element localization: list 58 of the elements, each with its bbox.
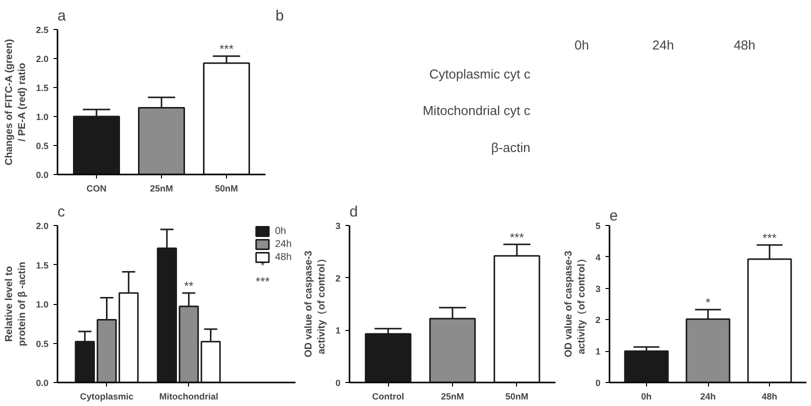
- y-tick-label: 1: [335, 326, 341, 336]
- legend-label: 48h: [275, 252, 293, 262]
- legend-label: 0h: [275, 226, 288, 236]
- y-axis-title: OD value of caspase-3 activity（of control）: [563, 250, 588, 358]
- y-tick-label: 0.5: [36, 338, 49, 349]
- chart-title: c: [58, 204, 66, 220]
- y-tick-label: 0.5: [36, 141, 49, 151]
- x-tick-label: 48h: [762, 392, 778, 402]
- x-tick-label: 25nM: [150, 184, 174, 194]
- y-tick-label: 1.5: [36, 260, 49, 270]
- y-tick-label: 1.5: [36, 83, 49, 93]
- category-label: Mitochondrial cyt c: [422, 103, 530, 118]
- x-tick-label: Cytoplasmic: [80, 392, 134, 402]
- y-tick-label: 1.0: [36, 300, 49, 310]
- bar: [624, 350, 669, 382]
- y-tick-label: 4: [595, 252, 601, 262]
- y-axis-title: Changes of FITC-A (green) / PE-A (red) ratio: [4, 39, 28, 166]
- text: b: [276, 8, 284, 24]
- chart-title: d: [350, 204, 358, 220]
- y-axis-title: OD value of caspase-3 activity（of control）: [303, 250, 328, 358]
- annotation: ***: [219, 42, 234, 56]
- y-tick-label: 2.5: [36, 25, 49, 35]
- annotation: ***: [256, 274, 270, 288]
- y-tick-label: 0: [335, 378, 341, 388]
- y-tick-label: 3: [595, 284, 601, 294]
- category-label: β-actin: [491, 140, 530, 155]
- y-tick-label: 5: [595, 221, 601, 231]
- y-tick-label: 1: [595, 346, 601, 357]
- bar: [364, 333, 412, 382]
- y-tick-label: 2.0: [36, 221, 49, 231]
- legend-label: 24h: [275, 238, 293, 250]
- x-tick-label: Control: [372, 392, 404, 402]
- category-label: 24h: [652, 38, 674, 53]
- x-tick-label: 25nM: [440, 392, 464, 402]
- annotation: **: [184, 279, 194, 294]
- y-tick-label: 2: [595, 315, 601, 326]
- x-tick-label: Mitochondrial: [159, 392, 218, 402]
- category-label: Cytoplasmic cyt c: [429, 66, 530, 82]
- y-tick-label: 0: [595, 378, 601, 388]
- y-tick-label: 0.0: [36, 170, 49, 180]
- annotation: ***: [510, 230, 524, 244]
- y-tick-label: 2: [335, 273, 341, 284]
- x-tick-label: 0h: [641, 392, 652, 402]
- category-label: 48h: [734, 38, 756, 53]
- y-tick-label: 1.0: [36, 112, 49, 122]
- y-tick-label: 0.0: [36, 378, 49, 388]
- category-label: 0h: [574, 38, 589, 53]
- x-tick-label: 24h: [700, 392, 716, 402]
- x-tick-label: CON: [86, 184, 106, 194]
- x-tick-label: 50nM: [505, 392, 528, 402]
- annotation: *: [706, 296, 711, 310]
- chart-title: a: [58, 8, 66, 24]
- y-tick-label: 3: [335, 221, 341, 231]
- y-axis-title: Relative level to protein of β -actin: [4, 262, 28, 346]
- y-tick-label: 2.0: [36, 54, 49, 64]
- annotation: ***: [762, 230, 777, 245]
- chart-title: e: [610, 208, 618, 224]
- x-tick-label: 50nM: [214, 184, 238, 194]
